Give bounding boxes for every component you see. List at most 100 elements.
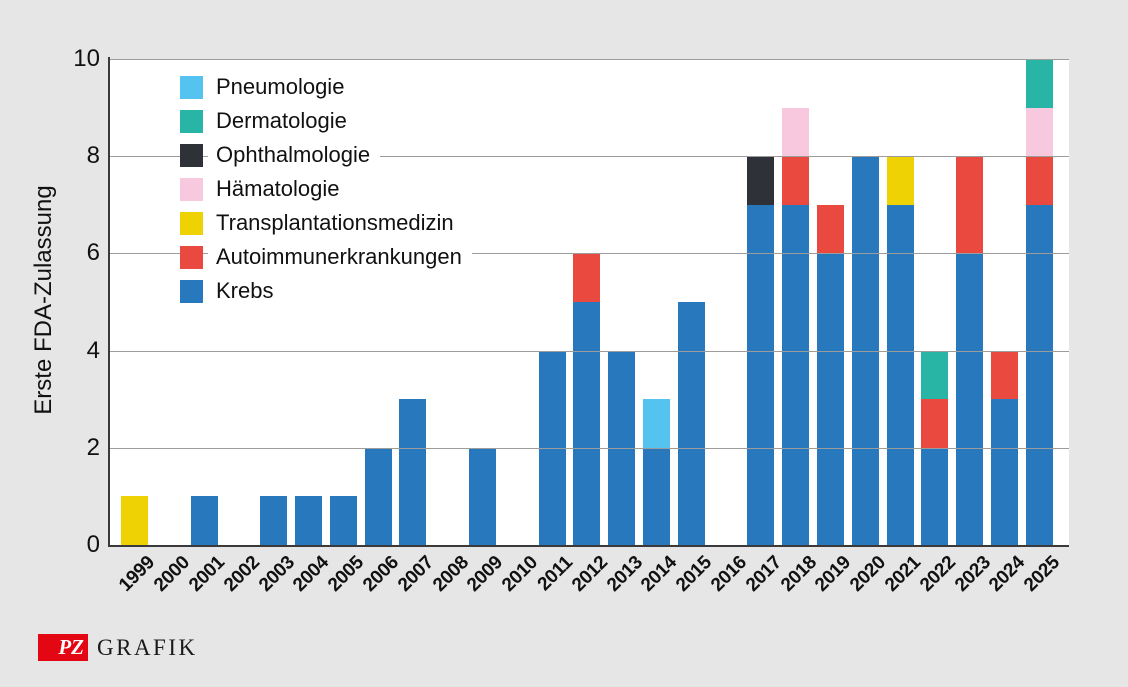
- bar-segment-2004-Krebs: [294, 496, 322, 545]
- bar-segment-2023-Krebs: [956, 253, 984, 545]
- bar-segment-2018-Autoimmunerkrankungen: [782, 156, 810, 205]
- legend-label-Ophthalmologie: Ophthalmologie: [208, 141, 381, 169]
- bar-segment-2025-Krebs: [1025, 204, 1053, 545]
- bar-segment-2011-Krebs: [538, 350, 566, 545]
- x-tick-label-2021: 2021: [880, 552, 925, 596]
- x-tick-label-2025: 2025: [1020, 552, 1065, 596]
- y-tick-label-8: 8: [86, 142, 100, 170]
- bar-segment-2022-Krebs: [921, 447, 949, 545]
- gridline-10: [110, 59, 1069, 60]
- bar-segment-1999-Transplantationsmedizin: [120, 496, 148, 545]
- x-tick-label-2006: 2006: [358, 552, 403, 596]
- legend: Pneumologie Dermatologie Ophthalmologie Häm…: [180, 70, 472, 308]
- bar-segment-2006-Krebs: [364, 447, 392, 545]
- x-tick-label-2018: 2018: [776, 552, 821, 596]
- bar-segment-2024-Krebs: [990, 399, 1018, 545]
- bar-segment-2014-Krebs: [642, 447, 670, 545]
- x-tick-label-2012: 2012: [567, 552, 612, 596]
- x-tick-label-2005: 2005: [324, 552, 369, 596]
- bar-segment-2014-Pneumologie: [642, 399, 670, 448]
- bar-segment-2025-Autoimmunerkrankungen: [1025, 156, 1053, 205]
- x-tick-label-2002: 2002: [219, 552, 264, 596]
- x-tick-label-2019: 2019: [811, 552, 856, 596]
- bar-segment-2017-Krebs: [747, 204, 775, 545]
- legend-label-Autoimmunerkrankungen: Autoimmunerkrankungen: [208, 243, 472, 271]
- bar-segment-2019-Autoimmunerkrankungen: [816, 204, 844, 254]
- legend-swatch-Dermatologie: [180, 109, 203, 133]
- x-tick-label-2009: 2009: [463, 552, 508, 596]
- y-axis-line: [108, 57, 110, 547]
- legend-item-Ophthalmologie: Ophthalmologie: [180, 138, 472, 172]
- y-tick-label-10: 10: [73, 45, 100, 72]
- gridline-4: [110, 350, 1069, 352]
- bar-segment-2005-Krebs: [329, 496, 357, 545]
- x-tick-label-2001: 2001: [184, 552, 229, 596]
- y-tick-label-4: 4: [86, 336, 100, 364]
- bar-segment-2003-Krebs: [260, 496, 288, 545]
- pz-logo-text: PZ: [58, 635, 84, 659]
- bar-segment-2019-Krebs: [816, 253, 844, 545]
- bar-segment-2017-Ophthalmologie: [747, 156, 775, 205]
- legend-swatch-Autoimmunerkrankungen: [180, 245, 203, 269]
- x-tick-label-2003: 2003: [254, 552, 299, 596]
- y-axis-title: Erste FDA-Zulassung: [30, 185, 57, 415]
- x-tick-label-2007: 2007: [393, 552, 438, 596]
- y-tick-label-6: 6: [86, 239, 100, 267]
- bar-segment-2022-Dermatologie: [921, 350, 949, 400]
- gridline-6: [110, 253, 1069, 255]
- x-tick-label-2024: 2024: [985, 552, 1030, 596]
- legend-label-Pneumologie: Pneumologie: [208, 73, 355, 101]
- bar-segment-2015-Krebs: [677, 302, 705, 545]
- source-logo: PZ GRAFIK: [38, 634, 198, 661]
- gridline-8: [110, 156, 1069, 158]
- x-tick-label-2010: 2010: [498, 552, 543, 596]
- bar-segment-2013-Krebs: [608, 350, 636, 545]
- x-tick-label-2011: 2011: [533, 552, 577, 596]
- bar-segment-2023-Autoimmunerkrankungen: [956, 156, 984, 254]
- x-tick-label-2008: 2008: [428, 552, 473, 596]
- gridline-2: [110, 447, 1069, 449]
- legend-item-Dermatologie: Dermatologie: [180, 104, 472, 138]
- x-tick-label-2000: 2000: [150, 552, 195, 596]
- bar-segment-2020-Krebs: [851, 156, 879, 545]
- legend-label-Dermatologie: Dermatologie: [208, 107, 357, 135]
- bar-segment-2012-Krebs: [573, 302, 601, 545]
- bar-segment-2025-Dermatologie: [1025, 59, 1053, 108]
- legend-item-Krebs: Krebs: [180, 274, 472, 308]
- legend-item-Autoimmunerkrankungen: Autoimmunerkrankungen: [180, 240, 472, 274]
- bar-segment-2024-Autoimmunerkrankungen: [990, 350, 1018, 400]
- x-tick-label-2023: 2023: [950, 552, 995, 596]
- legend-label-Krebs: Krebs: [208, 277, 284, 305]
- y-tick-label-2: 2: [86, 433, 100, 461]
- legend-item-Hämatologie: Hämatologie: [180, 172, 472, 206]
- legend-label-Hämatologie: Hämatologie: [208, 175, 350, 203]
- x-tick-label-2004: 2004: [289, 552, 334, 596]
- grafik-wordmark: GRAFIK: [97, 635, 198, 660]
- legend-label-Transplantationsmedizin: Transplantationsmedizin: [208, 209, 464, 237]
- bar-segment-2007-Krebs: [399, 399, 427, 545]
- bar-segment-2021-Transplantationsmedizin: [886, 156, 914, 205]
- x-tick-label-2020: 2020: [846, 552, 891, 596]
- x-tick-label-2017: 2017: [741, 552, 786, 596]
- bar-segment-2018-Hämatologie: [782, 107, 810, 157]
- x-tick-label-2013: 2013: [602, 552, 647, 596]
- bar-segment-2025-Hämatologie: [1025, 107, 1053, 157]
- legend-swatch-Krebs: [180, 279, 203, 303]
- x-tick-label-2022: 2022: [915, 552, 960, 596]
- x-tick-label-1999: 1999: [115, 552, 160, 596]
- pz-logo: PZ: [38, 634, 88, 661]
- bar-segment-2009-Krebs: [468, 447, 496, 545]
- legend-swatch-Ophthalmologie: [180, 143, 203, 167]
- bar-segment-2022-Autoimmunerkrankungen: [921, 399, 949, 448]
- legend-swatch-Hämatologie: [180, 177, 203, 201]
- x-axis-line: [108, 545, 1069, 547]
- bar-segment-2021-Krebs: [886, 204, 914, 545]
- x-tick-label-2016: 2016: [706, 552, 751, 596]
- bar-segment-2001-Krebs: [190, 496, 218, 545]
- x-tick-label-2015: 2015: [672, 552, 717, 596]
- legend-item-Pneumologie: Pneumologie: [180, 70, 472, 104]
- bar-segment-2012-Autoimmunerkrankungen: [573, 253, 601, 302]
- x-tick-label-2014: 2014: [637, 552, 682, 596]
- legend-swatch-Pneumologie: [180, 75, 203, 99]
